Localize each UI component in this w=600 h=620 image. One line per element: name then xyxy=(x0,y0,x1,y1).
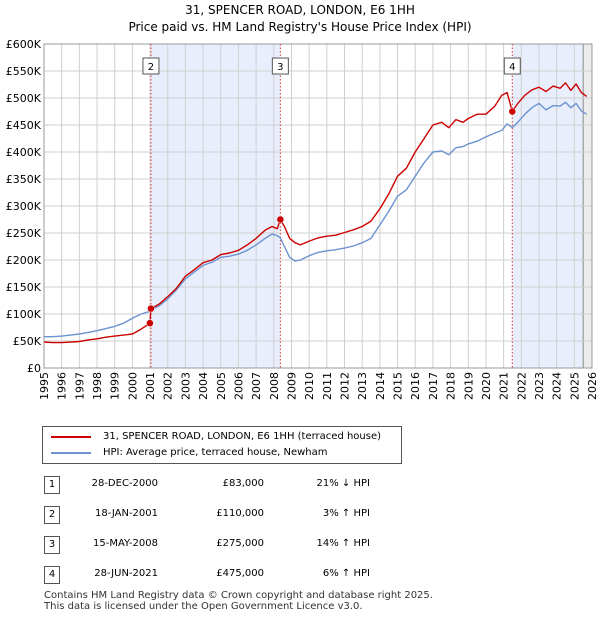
marker-badge-box xyxy=(503,57,521,75)
row-date: 28-JUN-2021 xyxy=(94,568,158,579)
legend-swatch-property xyxy=(51,436,91,438)
marker-badge-label: 2 xyxy=(148,62,154,73)
sale-point xyxy=(276,215,285,224)
x-tick-label: 2026 xyxy=(586,372,599,400)
y-tick-label: £50K xyxy=(13,335,42,348)
table-row: 4 28-JUN-2021 £475,000 6% ↑ HPI xyxy=(0,566,600,584)
x-tick-label: 1998 xyxy=(91,372,104,400)
x-tick-label: 2007 xyxy=(250,372,263,400)
y-tick-label: £200K xyxy=(6,254,42,267)
marker-badge-box xyxy=(271,57,289,75)
row-date: 15-MAY-2008 xyxy=(92,538,158,549)
x-tick-label: 2016 xyxy=(409,372,422,400)
x-tick-label: 2000 xyxy=(126,372,139,400)
plot-frame xyxy=(43,43,593,369)
x-tick-label: 2020 xyxy=(480,372,493,400)
series-line-property xyxy=(43,82,588,344)
sale-point xyxy=(146,319,154,327)
legend-label-hpi: HPI: Average price, terraced house, Newh… xyxy=(103,447,328,458)
y-tick-label: £550K xyxy=(6,65,42,78)
row-number-badge: 2 xyxy=(44,506,60,524)
title-line-2: Price paid vs. HM Land Registry's House … xyxy=(128,20,472,34)
row-date: 28-DEC-2000 xyxy=(91,478,158,489)
legend-swatch-hpi xyxy=(51,452,91,454)
y-tick-label: £600K xyxy=(6,38,42,51)
attribution-footer: Contains HM Land Registry data © Crown c… xyxy=(44,590,433,612)
x-tick-label: 1999 xyxy=(109,372,122,400)
x-tick-label: 2019 xyxy=(462,372,475,400)
y-tick-label: £500K xyxy=(6,92,42,105)
x-tick-label: 2010 xyxy=(303,372,316,400)
y-tick-label: £150K xyxy=(6,281,42,294)
x-tick-label: 2015 xyxy=(392,372,405,400)
x-tick-label: 2009 xyxy=(285,372,298,400)
marker-badge: 3 xyxy=(271,57,289,75)
x-tick-label: 2023 xyxy=(533,372,546,400)
row-date: 18-JAN-2001 xyxy=(94,508,158,519)
row-price: £475,000 xyxy=(216,568,264,579)
y-tick-label: £350K xyxy=(6,173,42,186)
table-row: 3 15-MAY-2008 £275,000 14% ↑ HPI xyxy=(0,536,600,554)
x-tick-label: 2021 xyxy=(498,372,511,400)
row-hpi-diff: 3% ↑ HPI xyxy=(322,508,370,519)
x-tick-label: 2022 xyxy=(515,372,528,400)
x-tick-label: 2001 xyxy=(144,372,157,400)
marker-badge-label: 4 xyxy=(509,62,515,73)
x-tick-label: 2011 xyxy=(321,372,334,400)
sale-point xyxy=(147,304,155,313)
marker-badge: 4 xyxy=(503,57,521,75)
price-chart: £0 £50K £100K £150K £200K £250K £300K £350K £400… xyxy=(6,38,599,400)
y-tick-label: £100K xyxy=(6,308,42,321)
x-tick-label: 2024 xyxy=(551,372,564,400)
attribution-line-1: Contains HM Land Registry data © Crown c… xyxy=(44,590,433,601)
x-tick-label: 2004 xyxy=(197,372,210,400)
y-tick-label: £400K xyxy=(6,146,42,159)
sale-point xyxy=(508,107,517,116)
row-hpi-diff: 21% ↓ HPI xyxy=(316,478,370,489)
attribution-line-2: This data is licensed under the Open Gov… xyxy=(44,601,363,612)
chart-title: 31, SPENCER ROAD, LONDON, E6 1HH Price p… xyxy=(0,2,600,36)
y-tick-label: £250K xyxy=(6,227,42,240)
row-number-badge: 4 xyxy=(44,566,60,584)
row-price: £83,000 xyxy=(222,478,264,489)
x-tick-label: 2025 xyxy=(568,372,581,400)
x-tick-label: 1995 xyxy=(38,372,51,400)
legend-label-property: 31, SPENCER ROAD, LONDON, E6 1HH (terrac… xyxy=(103,431,382,442)
row-number-badge: 3 xyxy=(44,536,60,554)
row-price: £110,000 xyxy=(216,508,264,519)
x-tick-label: 2017 xyxy=(427,372,440,400)
marker-badge: 2 xyxy=(142,57,160,75)
x-tick-label: 2008 xyxy=(268,372,281,400)
marker-badge-box xyxy=(142,57,160,75)
table-row: 1 28-DEC-2000 £83,000 21% ↓ HPI xyxy=(0,476,600,494)
x-tick-label: 2002 xyxy=(162,372,175,400)
x-tick-label: 1996 xyxy=(56,372,69,400)
x-tick-label: 2018 xyxy=(445,372,458,400)
title-line-1: 31, SPENCER ROAD, LONDON, E6 1HH xyxy=(185,3,415,17)
chart-legend: 31, SPENCER ROAD, LONDON, E6 1HH (terrac… xyxy=(42,426,402,464)
row-number-badge: 1 xyxy=(44,476,60,494)
x-tick-label: 2003 xyxy=(179,372,192,400)
row-hpi-diff: 6% ↑ HPI xyxy=(322,568,370,579)
row-price: £275,000 xyxy=(216,538,264,549)
x-tick-label: 2014 xyxy=(374,372,387,400)
series-line-hpi xyxy=(44,101,588,338)
y-tick-label: £300K xyxy=(6,200,42,213)
y-tick-label: £0 xyxy=(27,362,41,375)
x-tick-label: 2006 xyxy=(232,372,245,400)
x-tick-label: 2005 xyxy=(215,372,228,400)
x-tick-label: 2013 xyxy=(356,372,369,400)
y-tick-label: £450K xyxy=(6,119,42,132)
x-tick-label: 2012 xyxy=(339,372,352,400)
x-tick-label: 1997 xyxy=(73,372,86,400)
table-row: 2 18-JAN-2001 £110,000 3% ↑ HPI xyxy=(0,506,600,524)
marker-badge-label: 3 xyxy=(277,62,283,73)
row-hpi-diff: 14% ↑ HPI xyxy=(316,538,370,549)
